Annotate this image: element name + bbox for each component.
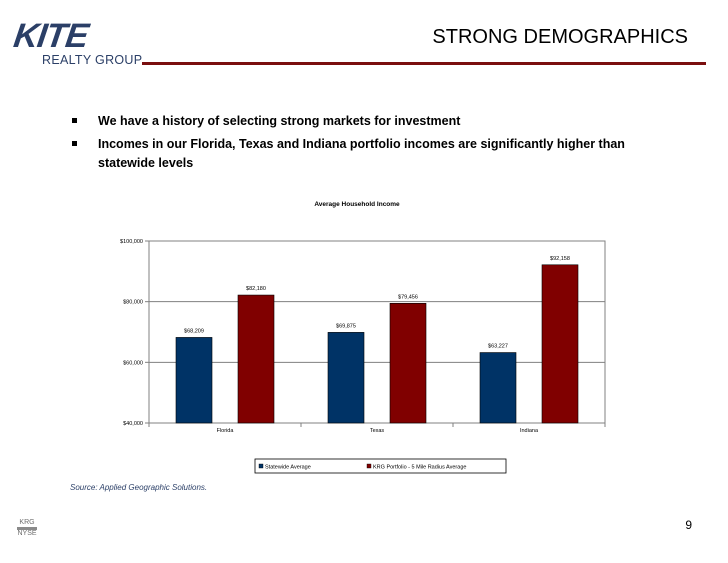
data-label: $69,875	[336, 323, 356, 329]
data-label: $63,227	[488, 344, 508, 350]
legend-label: KRG Portfolio - 5 Mile Radius Average	[373, 465, 466, 471]
legend-label: Statewide Average	[265, 465, 311, 471]
data-label: $92,158	[550, 256, 570, 262]
bullet-list: We have a history of selecting strong ma…	[72, 112, 672, 177]
bar-statewide	[327, 332, 365, 424]
page-number: 9	[685, 518, 692, 532]
x-tick-label: Texas	[370, 428, 385, 434]
y-tick-label: $100,000	[120, 239, 143, 245]
footer-logo-bar	[17, 527, 37, 530]
kite-logo: KITE REALTY GROUP	[11, 17, 143, 68]
chart-title: Average Household Income	[314, 201, 400, 208]
legend-swatch	[366, 463, 372, 469]
slide-title: STRONG DEMOGRAPHICS	[432, 26, 688, 48]
logo-subtitle: REALTY GROUP	[42, 53, 143, 67]
legend-box	[254, 458, 507, 474]
source-note: Source: Applied Geographic Solutions.	[70, 483, 208, 492]
data-label: $68,209	[184, 328, 204, 334]
bar-krg-portfolio	[389, 303, 427, 424]
footer-logo-bottom: NYSE	[17, 530, 37, 537]
bullet-text: We have a history of selecting strong ma…	[98, 114, 461, 128]
bullet-square-icon	[72, 118, 77, 123]
bar-krg-portfolio	[237, 294, 275, 424]
bar-krg-portfolio	[541, 264, 579, 424]
data-label: $79,456	[398, 294, 418, 300]
x-tick-label: Indiana	[520, 428, 539, 434]
bullet-square-icon	[72, 141, 77, 146]
bar-statewide	[175, 337, 213, 424]
footer-logo-top: KRG	[19, 519, 35, 526]
data-label: $82,180	[246, 286, 266, 292]
bullet-item: We have a history of selecting strong ma…	[72, 112, 672, 131]
krg-nyse-logo: KRG NYSE	[17, 519, 37, 541]
header-divider	[142, 62, 706, 65]
legend-swatch	[258, 463, 264, 469]
bar-statewide	[479, 352, 517, 424]
bullet-item: Incomes in our Florida, Texas and Indian…	[72, 135, 672, 173]
y-tick-label: $60,000	[123, 360, 143, 366]
y-tick-label: $40,000	[123, 421, 143, 427]
x-tick-label: Florida	[217, 428, 235, 434]
bullet-text: Incomes in our Florida, Texas and Indian…	[98, 137, 625, 170]
y-tick-label: $80,000	[123, 300, 143, 306]
plot-frame	[148, 240, 606, 424]
